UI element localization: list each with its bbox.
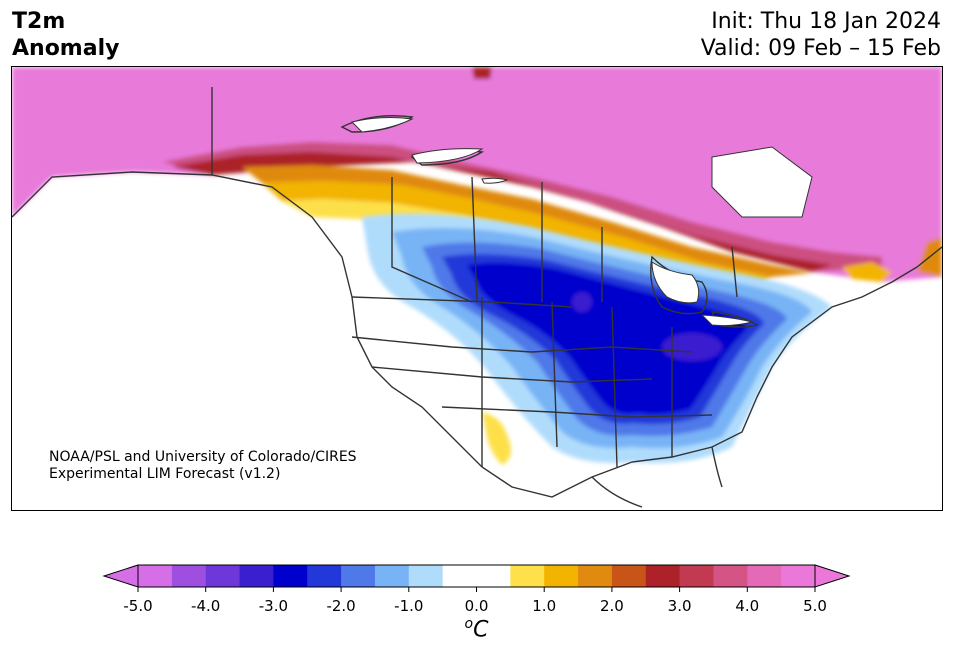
colorbar-segment xyxy=(205,565,241,587)
colorbar-segment xyxy=(544,565,579,587)
unit-degree: o xyxy=(464,616,474,632)
colorbar-tick-label: 5.0 xyxy=(803,597,827,615)
title-line-1: T2m xyxy=(12,9,66,34)
colorbar-tick-label: -1.0 xyxy=(394,597,423,615)
unit-base: C xyxy=(473,617,489,643)
init-date-label: Init: Thu 18 Jan 2024 xyxy=(711,9,941,34)
colorbar-segment xyxy=(578,565,613,587)
colorbar-unit: oC xyxy=(0,616,953,642)
colorbar-segment xyxy=(747,565,782,587)
colorbar-tick-label: 1.0 xyxy=(532,597,556,615)
colorbar-segment xyxy=(476,565,511,587)
anomaly-map xyxy=(11,66,943,511)
colorbar-segment xyxy=(307,565,342,587)
colorbar-segment xyxy=(138,565,173,587)
credit-text: NOAA/PSL and University of Colorado/CIRE… xyxy=(49,449,357,483)
colorbar-tick-label: -5.0 xyxy=(123,597,152,615)
ice-features xyxy=(351,117,813,327)
colorbar-segment xyxy=(273,565,308,587)
colorbar-tick-label: 3.0 xyxy=(668,597,692,615)
title-line-2: Anomaly xyxy=(12,36,120,61)
colorbar-tick-label: 4.0 xyxy=(735,597,759,615)
credit-line-1: NOAA/PSL and University of Colorado/CIRE… xyxy=(49,449,357,465)
colorbar-segment xyxy=(171,565,207,587)
colorbar-segment xyxy=(374,565,410,587)
colorbar-segment xyxy=(442,565,477,587)
credit-line-2: Experimental LIM Forecast (v1.2) xyxy=(49,466,281,482)
colorbar-segment xyxy=(239,565,274,587)
colorbar-tick-label: 2.0 xyxy=(600,597,624,615)
colorbar-segment xyxy=(510,565,545,587)
colorbar-segment xyxy=(341,565,376,587)
colorbar-tick-label: -2.0 xyxy=(326,597,355,615)
map-title: T2m Anomaly xyxy=(12,8,119,62)
colorbar-segment xyxy=(679,565,714,587)
colorbar-segment xyxy=(611,565,647,587)
colorbar-segment xyxy=(645,565,681,587)
map-svg xyxy=(12,67,942,508)
colorbar-extend-high xyxy=(814,564,851,588)
valid-date-label: Valid: 09 Feb – 15 Feb xyxy=(700,36,941,61)
colorbar-tick-label: 0.0 xyxy=(465,597,489,615)
colorbar-tick-label: -3.0 xyxy=(259,597,288,615)
colorbar-extend-low xyxy=(102,564,139,588)
forecast-dates: Init: Thu 18 Jan 2024 Valid: 09 Feb – 15… xyxy=(701,8,941,62)
colorbar-tick-label: -4.0 xyxy=(191,597,220,615)
colorbar-segment xyxy=(781,565,816,587)
coastline-borders xyxy=(12,87,942,508)
colorbar-segment xyxy=(713,565,748,587)
colorbar-segment xyxy=(408,565,444,587)
